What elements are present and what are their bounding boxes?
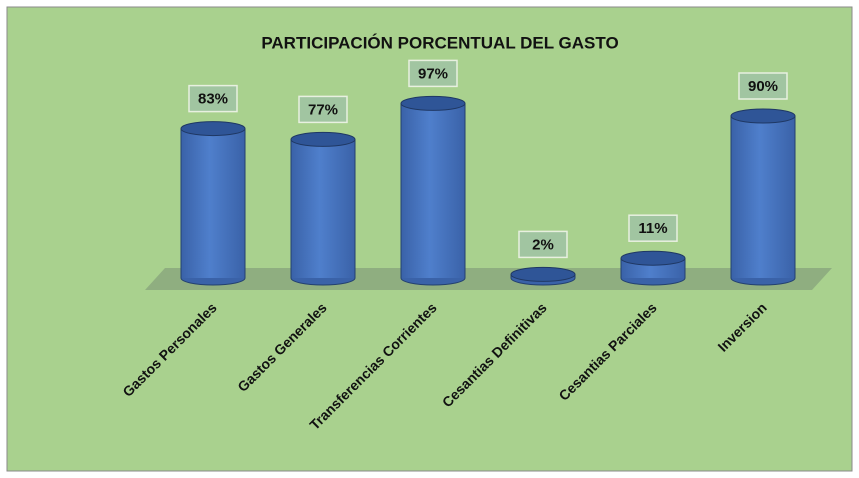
data-label: 2%: [532, 236, 554, 253]
data-label: 11%: [638, 220, 667, 237]
data-label-box: [298, 95, 348, 124]
cylinder-top: [730, 108, 796, 124]
cylinder-top: [180, 121, 246, 137]
data-label: 90%: [748, 78, 778, 95]
cylinder: [510, 266, 576, 286]
data-label: 77%: [308, 101, 338, 118]
floor: [145, 268, 832, 290]
data-label-box: [518, 230, 568, 259]
chart-title: PARTICIPACIÓN PORCENTUAL DEL GASTO: [261, 33, 618, 52]
cylinder-top: [620, 250, 686, 266]
bar: [291, 139, 355, 278]
data-label: 83%: [198, 91, 228, 108]
data-label-box: [628, 214, 678, 242]
bar: [731, 116, 795, 278]
cylinder: [730, 108, 796, 286]
cylinder: [400, 95, 466, 286]
cylinder: [180, 121, 246, 286]
cylinder-top: [400, 95, 466, 111]
cylinder-top: [290, 131, 356, 147]
cylinder: [620, 250, 686, 286]
data-label: 97%: [418, 65, 448, 82]
data-label-box: [408, 59, 458, 88]
cylinder-top: [510, 266, 576, 282]
bar: [181, 128, 245, 278]
data-label-box: [188, 84, 238, 113]
cylinder: [290, 131, 356, 286]
bar: [401, 103, 465, 279]
data-label-box: [738, 72, 788, 100]
